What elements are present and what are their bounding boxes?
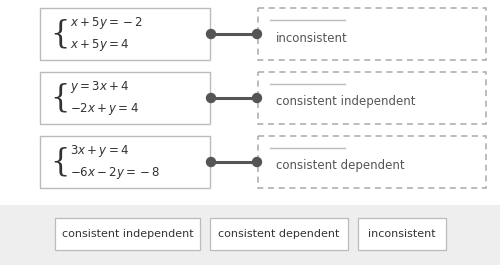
Circle shape (252, 94, 262, 103)
Text: consistent independent: consistent independent (276, 95, 415, 108)
Bar (40, 136, 210, 188)
Text: $x + 5y = -2$: $x + 5y = -2$ (70, 15, 144, 31)
Bar (258, 72, 486, 124)
Circle shape (252, 157, 262, 166)
Circle shape (252, 29, 262, 38)
Text: $x + 5y = 4$: $x + 5y = 4$ (70, 37, 130, 53)
Text: {: { (50, 147, 70, 178)
Bar (258, 136, 486, 188)
Text: $-6x - 2y = -8$: $-6x - 2y = -8$ (70, 165, 160, 181)
Bar (210, 218, 348, 250)
Text: {: { (50, 19, 70, 50)
Bar (0, 205, 500, 265)
Bar (0, 0, 500, 205)
Text: $y = 3x + 4$: $y = 3x + 4$ (70, 79, 130, 95)
Text: {: { (50, 82, 70, 113)
Text: inconsistent: inconsistent (276, 32, 348, 45)
Bar (55, 218, 200, 250)
Circle shape (206, 94, 216, 103)
Text: consistent dependent: consistent dependent (276, 160, 404, 173)
Text: consistent independent: consistent independent (62, 229, 194, 239)
Circle shape (206, 157, 216, 166)
Text: inconsistent: inconsistent (368, 229, 436, 239)
Text: $-2x + y = 4$: $-2x + y = 4$ (70, 101, 139, 117)
Bar (358, 218, 446, 250)
Bar (40, 8, 210, 60)
Text: consistent dependent: consistent dependent (218, 229, 340, 239)
Bar (258, 8, 486, 60)
Bar (40, 72, 210, 124)
Text: $3x + y = 4$: $3x + y = 4$ (70, 143, 129, 159)
Circle shape (206, 29, 216, 38)
